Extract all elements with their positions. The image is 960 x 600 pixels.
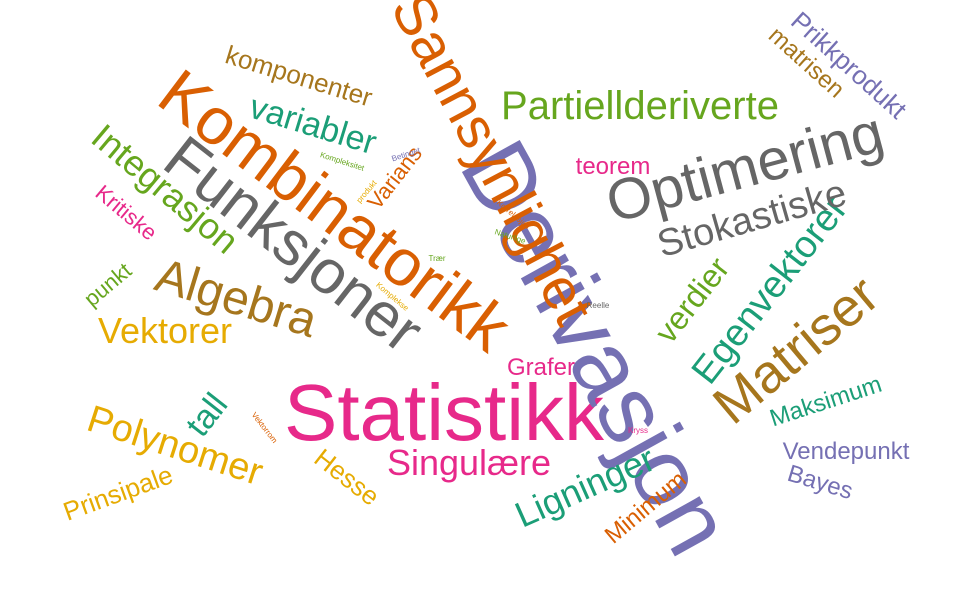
- word-vektorrom: Vektorrom: [249, 410, 280, 445]
- word-vektorer: Vektorer: [97, 310, 233, 351]
- word-punkt: punkt: [79, 257, 137, 312]
- word-vendepunkt: Vendepunkt: [782, 438, 910, 465]
- word-prinsipale: Prinsipale: [59, 459, 177, 527]
- word-bayes: Bayes: [784, 459, 856, 506]
- word-partiellderiverte: Partiellderiverte: [501, 84, 779, 128]
- word-polynomer: Polynomer: [82, 397, 268, 495]
- word-singulaere: Singulære: [386, 442, 552, 483]
- word-reelle: Reelle: [586, 301, 610, 310]
- word-teorem: teorem: [575, 153, 651, 180]
- word-kryss: Kryss: [628, 426, 648, 435]
- word-traer: Trær: [428, 254, 446, 263]
- word-grafer: Grafer: [506, 354, 576, 381]
- word-statistikk: Statistikk: [283, 368, 605, 457]
